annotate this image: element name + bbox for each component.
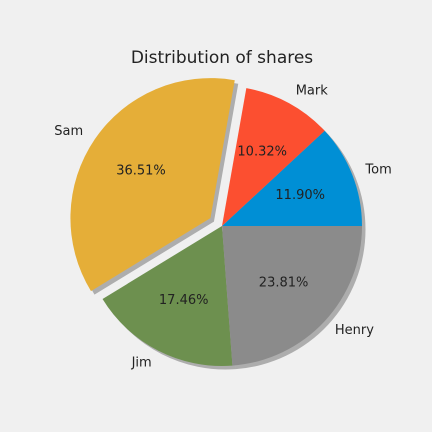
pie-slice-henry	[222, 226, 362, 366]
slice-pct-label-sam: 36.51%	[116, 163, 166, 178]
chart-title: Distribution of shares	[131, 48, 313, 68]
slice-label-henry: Henry	[335, 323, 374, 338]
pie-slice-sam	[70, 78, 235, 292]
slice-label-mark: Mark	[296, 83, 329, 98]
pie-slice-tom	[222, 130, 363, 226]
pie-slice-jim	[102, 226, 233, 367]
slice-pct-label-tom: 11.90%	[275, 188, 325, 203]
slice-pct-label-henry: 23.81%	[259, 276, 309, 291]
slice-label-tom: Tom	[364, 162, 391, 177]
slice-label-jim: Jim	[131, 356, 152, 371]
pie-slices	[70, 78, 363, 367]
slice-label-sam: Sam	[54, 124, 83, 139]
pie-labels: Tom 11.90% Mark 10.32% Sam 36.51% Jim 17.46% Hen…	[54, 83, 391, 370]
slice-pct-label-mark: 10.32%	[237, 145, 287, 160]
pie-slice-mark	[222, 88, 325, 226]
slice-pct-label-jim: 17.46%	[159, 293, 209, 308]
